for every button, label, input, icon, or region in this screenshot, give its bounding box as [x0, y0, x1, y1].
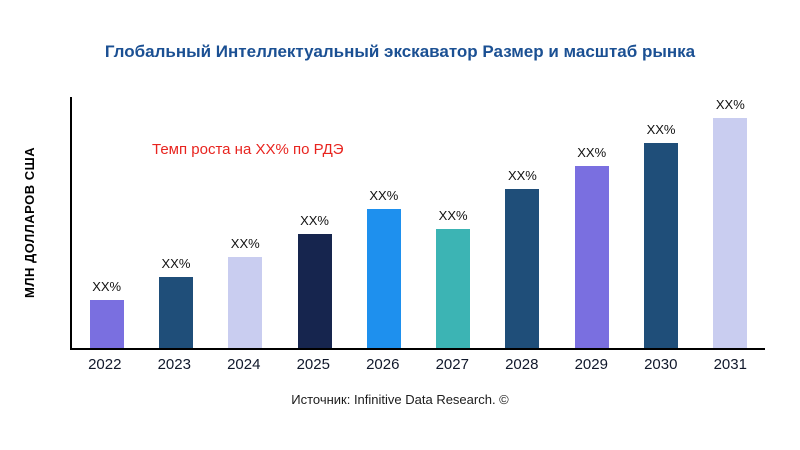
- bar-value-label: XX%: [646, 122, 676, 137]
- bar: [436, 229, 471, 348]
- bar: [505, 189, 540, 348]
- bar-slot: XX%: [280, 97, 349, 348]
- y-axis-label: МЛН ДОЛЛАРОВ США: [22, 146, 37, 299]
- x-tick-label: 2029: [574, 356, 608, 373]
- bar: [158, 277, 193, 348]
- x-tick-label: 2030: [644, 356, 678, 373]
- bar-slot: XX%: [211, 97, 280, 348]
- x-tick-label: 2023: [157, 356, 191, 373]
- plot-area: Темп роста на XX% по РДЭ XX% XX% XX% XX% XX%…: [70, 97, 765, 350]
- bars-row: XX% XX% XX% XX% XX% XX% XX% XX% XX% XX%: [72, 97, 765, 348]
- bar-value-label: XX%: [369, 188, 399, 203]
- bar-slot: XX%: [141, 97, 210, 348]
- chart-title: Глобальный Интеллектуальный экскаватор Р…: [104, 42, 696, 61]
- growth-rate-annotation: Темп роста на XX% по РДЭ: [152, 141, 344, 158]
- bar-slot: XX%: [349, 97, 418, 348]
- x-tick-label: 2031: [713, 356, 747, 373]
- bar-value-label: XX%: [230, 236, 260, 251]
- x-tick-label: 2024: [227, 356, 261, 373]
- bar-value-label: XX%: [715, 97, 745, 112]
- bar-slot: XX%: [626, 97, 695, 348]
- bar: [574, 166, 609, 348]
- bar-value-label: XX%: [161, 256, 191, 271]
- bar: [713, 118, 748, 348]
- source-attribution: Источник: Infinitive Data Research. ©: [291, 392, 509, 407]
- bar-slot: XX%: [488, 97, 557, 348]
- bar-slot: XX%: [696, 97, 765, 348]
- bar: [366, 209, 401, 348]
- bar-value-label: XX%: [438, 208, 468, 223]
- bar-value-label: XX%: [300, 213, 329, 228]
- bar-slot: XX%: [418, 97, 487, 348]
- x-tick-label: 2027: [435, 356, 469, 373]
- bar: [89, 300, 124, 348]
- bar: [297, 234, 332, 348]
- bar-value-label: XX%: [92, 279, 122, 294]
- x-tick-label: 2028: [505, 356, 539, 373]
- bar-slot: XX%: [557, 97, 626, 348]
- bar-value-label: XX%: [507, 168, 537, 183]
- bar: [228, 257, 263, 348]
- x-axis-tick-labels: 2022 2023 2024 2025 2026 2027 2028 2029 2030 2031: [70, 356, 765, 373]
- bar-value-label: XX%: [577, 145, 607, 160]
- x-tick-label: 2022: [88, 356, 122, 373]
- x-tick-label: 2025: [296, 356, 330, 373]
- x-tick-label: 2026: [366, 356, 400, 373]
- bar: [644, 143, 679, 348]
- bar-slot: XX%: [72, 97, 141, 348]
